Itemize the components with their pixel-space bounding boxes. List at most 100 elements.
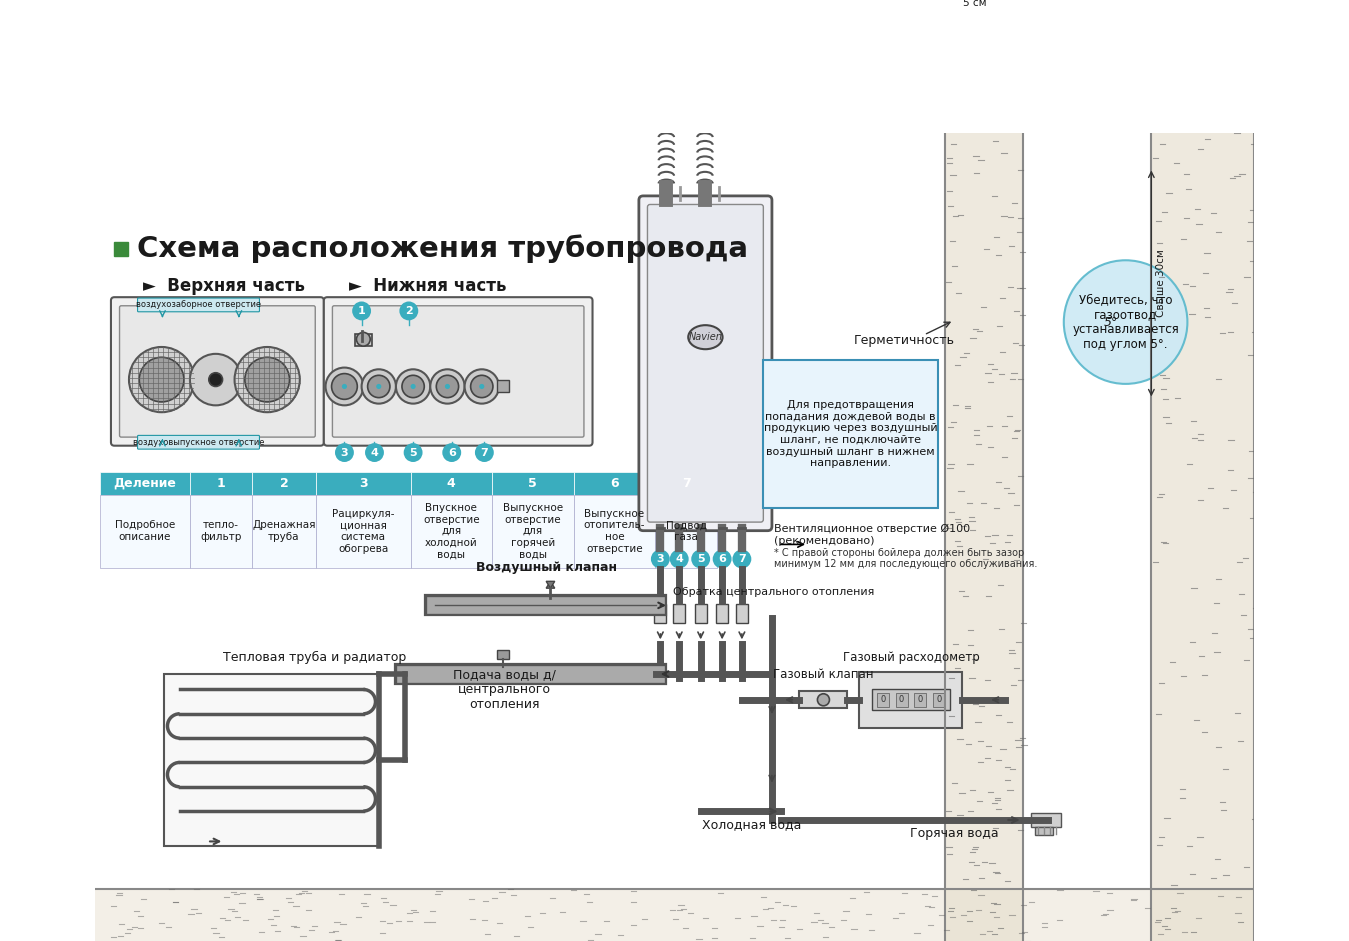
- Circle shape: [209, 373, 223, 387]
- Text: Впускное
отверстие
для
холодной
воды: Впускное отверстие для холодной воды: [424, 502, 480, 559]
- Bar: [410, 472, 492, 495]
- Circle shape: [691, 550, 710, 568]
- Text: 7: 7: [738, 554, 746, 564]
- Bar: [1151, 134, 1253, 941]
- Bar: [656, 472, 716, 495]
- FancyBboxPatch shape: [138, 436, 259, 449]
- Text: 4: 4: [447, 477, 456, 490]
- Text: 0: 0: [917, 695, 923, 704]
- FancyBboxPatch shape: [332, 306, 584, 438]
- Circle shape: [971, 19, 974, 23]
- Circle shape: [356, 332, 370, 346]
- Circle shape: [817, 694, 830, 706]
- Text: ►  Нижняя часть: ► Нижняя часть: [349, 277, 506, 295]
- Circle shape: [335, 443, 353, 462]
- Circle shape: [951, 14, 954, 17]
- Text: 6: 6: [718, 554, 726, 564]
- Text: воздухозаборное отверстие: воздухозаборное отверстие: [136, 300, 262, 310]
- Text: тепло-
фильтр: тепло- фильтр: [200, 520, 241, 542]
- Circle shape: [958, 14, 960, 17]
- Bar: [410, 495, 492, 567]
- FancyBboxPatch shape: [138, 298, 259, 311]
- Circle shape: [1012, 10, 1016, 14]
- Circle shape: [992, 14, 996, 17]
- Bar: [316, 472, 410, 495]
- Circle shape: [965, 19, 967, 23]
- Text: Деление: Деление: [113, 477, 177, 490]
- Bar: [1031, 813, 1062, 827]
- Text: Герметичность: Герметичность: [854, 334, 955, 347]
- Circle shape: [475, 443, 494, 462]
- Circle shape: [958, 10, 960, 14]
- Text: Свыше 30см: Свыше 30см: [1156, 249, 1166, 317]
- Bar: [492, 472, 573, 495]
- Circle shape: [1012, 14, 1016, 17]
- Text: Подробное
описание: Подробное описание: [115, 520, 175, 542]
- Circle shape: [479, 384, 484, 389]
- Text: Выпускное
отопитель-
ное
отверстие: Выпускное отопитель- ное отверстие: [584, 509, 645, 553]
- Polygon shape: [546, 582, 554, 588]
- Text: 1: 1: [357, 306, 366, 316]
- Text: 5°: 5°: [1103, 315, 1118, 328]
- Circle shape: [978, 14, 981, 17]
- Circle shape: [341, 384, 347, 389]
- Circle shape: [965, 14, 967, 17]
- Text: 7: 7: [681, 477, 691, 490]
- Text: Горячая вода: Горячая вода: [909, 827, 998, 840]
- Circle shape: [1018, 19, 1023, 23]
- Circle shape: [332, 374, 357, 399]
- Circle shape: [368, 375, 390, 398]
- Circle shape: [366, 443, 384, 462]
- Text: Воздушный клапан: Воздушный клапан: [476, 561, 616, 574]
- FancyBboxPatch shape: [111, 297, 324, 446]
- Circle shape: [985, 14, 989, 17]
- Circle shape: [998, 10, 1002, 14]
- Ellipse shape: [430, 598, 438, 614]
- Text: 0: 0: [880, 695, 885, 704]
- Circle shape: [951, 19, 954, 23]
- Circle shape: [445, 384, 451, 389]
- Ellipse shape: [688, 326, 723, 349]
- Text: ►  Верхняя часть: ► Верхняя часть: [143, 277, 305, 295]
- Text: Газовый клапан: Газовый клапан: [773, 668, 874, 681]
- Text: 3: 3: [341, 448, 348, 457]
- Circle shape: [430, 369, 464, 404]
- Circle shape: [971, 14, 974, 17]
- Text: Свыше
5 см: Свыше 5 см: [963, 0, 1001, 8]
- Circle shape: [376, 384, 382, 389]
- Circle shape: [978, 19, 981, 23]
- Text: Выпускное
отверстие
для
горячей
воды: Выпускное отверстие для горячей воды: [503, 502, 563, 559]
- Circle shape: [246, 358, 290, 402]
- Text: 0: 0: [898, 695, 904, 704]
- Text: 2: 2: [405, 306, 413, 316]
- Bar: [498, 650, 510, 659]
- Bar: [252, 495, 316, 567]
- Bar: [100, 495, 190, 567]
- Circle shape: [403, 443, 422, 462]
- Bar: [934, 693, 946, 707]
- Circle shape: [1018, 10, 1023, 14]
- Text: 2: 2: [279, 477, 289, 490]
- Bar: [946, 134, 1023, 941]
- FancyBboxPatch shape: [639, 196, 772, 531]
- Circle shape: [399, 301, 418, 320]
- Text: 4: 4: [371, 448, 379, 457]
- Circle shape: [352, 301, 371, 320]
- FancyBboxPatch shape: [120, 306, 316, 438]
- Circle shape: [397, 369, 430, 404]
- Circle shape: [1005, 10, 1009, 14]
- FancyBboxPatch shape: [764, 359, 938, 508]
- Circle shape: [1005, 19, 1009, 23]
- Circle shape: [670, 550, 688, 568]
- FancyBboxPatch shape: [648, 204, 764, 522]
- Bar: [165, 674, 379, 846]
- Bar: [915, 693, 927, 707]
- Circle shape: [985, 10, 989, 14]
- Text: воздуховыпускное отверстие: воздуховыпускное отверстие: [132, 438, 264, 447]
- Text: минимум 12 мм для последующего обслуживания.: минимум 12 мм для последующего обслужива…: [773, 559, 1037, 568]
- Bar: [859, 672, 962, 727]
- Text: Холодная вода: Холодная вода: [703, 819, 801, 832]
- Text: 5: 5: [529, 477, 537, 490]
- Text: Убедитесь, что
газоотвод
устанавливается
под углом 5°.: Убедитесь, что газоотвод устанавливается…: [1072, 293, 1179, 351]
- Circle shape: [971, 10, 974, 14]
